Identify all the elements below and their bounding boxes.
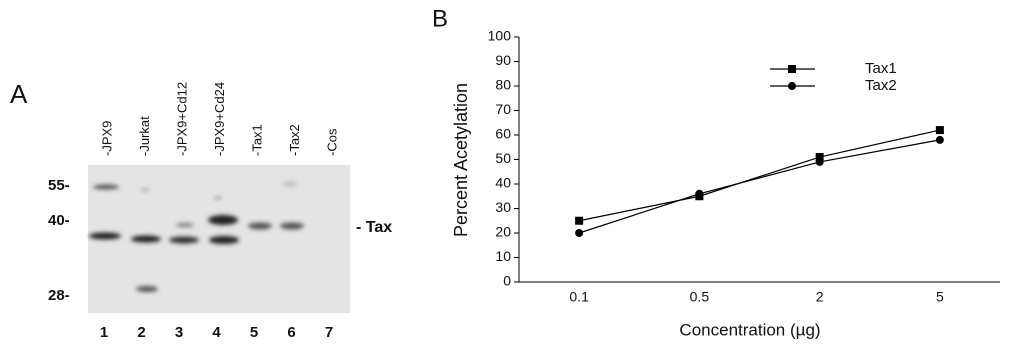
lane-number: 5 [250, 324, 258, 341]
legend-marker [788, 82, 796, 90]
lane-label: -Tax1 [249, 124, 264, 156]
y-tick-label: 50 [495, 150, 511, 166]
mw-marker: 28- [48, 287, 70, 304]
mw-marker: 40- [48, 212, 70, 229]
y-tick-label: 60 [495, 126, 511, 142]
data-point [936, 136, 944, 144]
y-tick-label: 20 [495, 224, 511, 240]
data-point [695, 190, 703, 198]
data-point [575, 229, 583, 237]
mw-marker: 55- [48, 177, 70, 194]
y-tick-label: 100 [488, 28, 512, 44]
data-point [575, 217, 583, 225]
y-tick-label: 70 [495, 101, 511, 117]
lane-number: 7 [325, 324, 333, 341]
lane-number: 1 [100, 324, 108, 341]
lane-label: -Cos [324, 128, 339, 156]
data-point [816, 158, 824, 166]
y-tick-label: 30 [495, 199, 511, 215]
lane-label: -Tax2 [287, 124, 302, 156]
series-line [579, 130, 940, 221]
lane-label: -JPX9 [99, 121, 114, 156]
lane-label: -JPX9+Cd24 [212, 82, 227, 156]
lane-number: 6 [287, 324, 295, 341]
y-tick-label: 10 [495, 248, 511, 264]
legend-label: Tax2 [865, 77, 897, 94]
panel-label: B [432, 5, 448, 32]
lane-number: 3 [175, 324, 183, 341]
x-tick-label: 0.5 [690, 289, 710, 305]
legend-label: Tax1 [865, 60, 897, 77]
y-axis-label: Percent Acetylation [451, 83, 471, 237]
panel-label: A [10, 79, 28, 109]
figure: A 55- 40- 28- - Tax -JPX9 -Jurkat -JPX9+Cd… [0, 0, 1011, 346]
lane-number: 2 [137, 324, 145, 341]
data-point [936, 126, 944, 134]
legend-marker [788, 65, 796, 73]
x-tick-label: 5 [936, 289, 944, 305]
y-tick-label: 40 [495, 175, 511, 191]
lane-number: 4 [212, 324, 221, 341]
x-axis-label: Concentration (µg) [679, 320, 820, 339]
x-tick-label: 2 [816, 289, 824, 305]
band-label: - Tax [356, 219, 392, 236]
lane-label: -Jurkat [137, 116, 152, 156]
x-tick-label: 0.1 [569, 289, 589, 305]
series-line [579, 140, 940, 233]
y-tick-label: 90 [495, 52, 511, 68]
lane-label: -JPX9+Cd12 [174, 82, 189, 156]
y-tick-label: 0 [503, 273, 511, 289]
y-tick-label: 80 [495, 77, 511, 93]
